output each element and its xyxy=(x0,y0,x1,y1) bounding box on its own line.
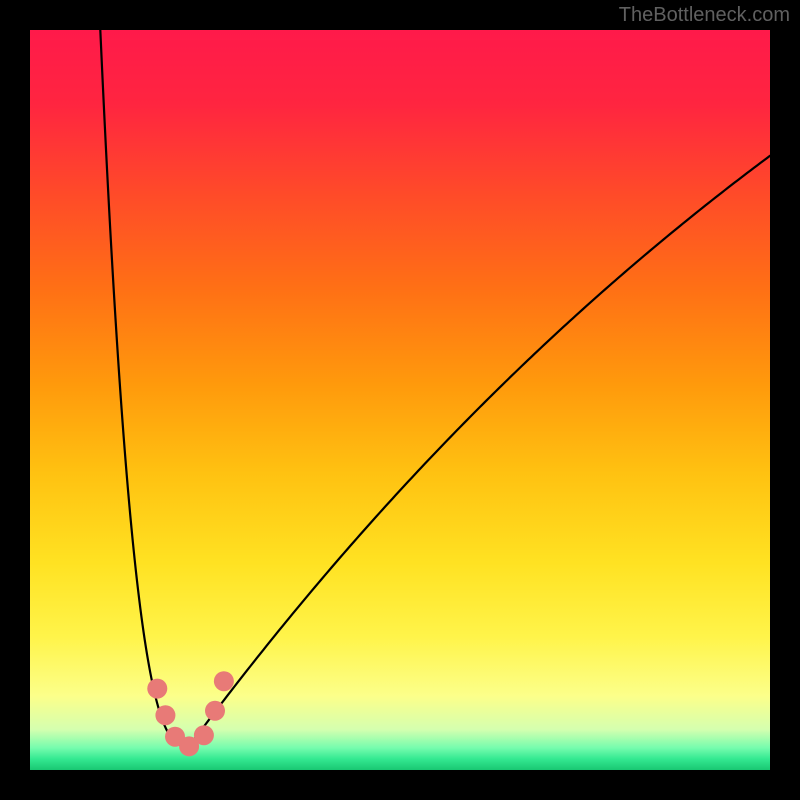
marker-point xyxy=(194,725,214,745)
chart-svg xyxy=(0,0,800,800)
marker-point xyxy=(155,705,175,725)
marker-point xyxy=(147,679,167,699)
bottleneck-chart: TheBottleneck.com xyxy=(0,0,800,800)
marker-point xyxy=(205,701,225,721)
watermark-text: TheBottleneck.com xyxy=(619,4,790,27)
marker-point xyxy=(214,671,234,691)
plot-area xyxy=(30,30,770,770)
